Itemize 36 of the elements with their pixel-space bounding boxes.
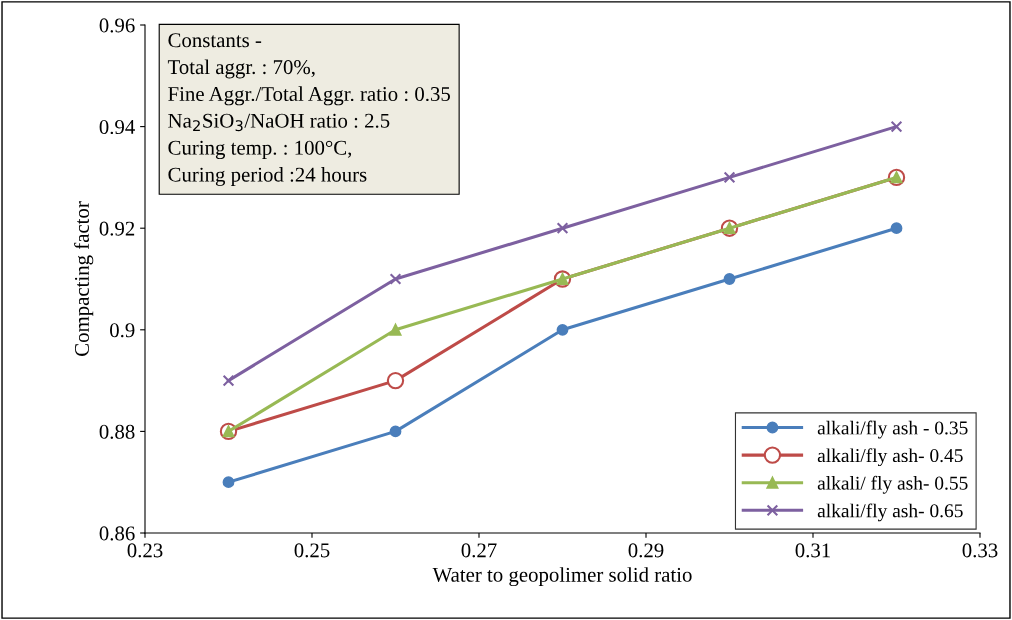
legend-label: alkali/fly ash- 0.65 — [817, 503, 963, 522]
legend-label: alkali/fly ash- 0.45 — [817, 448, 963, 467]
point — [222, 476, 235, 489]
y-tick-label: 0.92 — [99, 221, 135, 236]
point — [723, 273, 736, 285]
y-tick-label: 0.94 — [99, 119, 135, 135]
point — [556, 222, 569, 235]
x-tick-label: 0.29 — [628, 543, 664, 558]
y-tick-label: 0.88 — [99, 424, 135, 439]
legend-label: alkali/ fly ash- 0.55 — [817, 475, 968, 494]
point — [389, 425, 402, 438]
annotation: Curing temp. : 100°C, — [168, 140, 352, 160]
x-tick-label: 0.27 — [461, 543, 497, 558]
annotation: Fine Aggr./Total Aggr. ratio : 0.35 — [168, 86, 450, 106]
annotation: Total aggr. : 70%, — [167, 59, 315, 79]
point — [890, 120, 903, 133]
legend-label: alkali/fly ash - 0.35 — [817, 420, 968, 439]
x-axis-title: Water to geopolimer solid ratio — [432, 567, 692, 587]
x-tick-label: 0.31 — [795, 543, 830, 558]
point — [890, 222, 903, 235]
point — [389, 273, 402, 285]
y-tick-label: 0.96 — [99, 18, 135, 33]
x-tick-label: 0.25 — [294, 543, 330, 558]
point — [389, 323, 402, 336]
x-tick-label: 0.33 — [962, 543, 998, 558]
annotation: Curing period :24 hours — [168, 167, 367, 186]
point — [723, 171, 736, 184]
annotation: Constants - — [168, 33, 262, 48]
point — [556, 323, 569, 336]
x-tick-label: 0.23 — [127, 543, 163, 558]
y-tick-label: 0.9 — [110, 323, 135, 338]
y-tick-label: 0.86 — [99, 526, 135, 541]
point — [222, 374, 235, 387]
annotation: Na$_{2}$SiO$_{3}$/NaOH ratio : 2.5 — [168, 113, 390, 132]
y-axis-title: Compacting factor — [74, 201, 94, 356]
point — [386, 371, 405, 390]
